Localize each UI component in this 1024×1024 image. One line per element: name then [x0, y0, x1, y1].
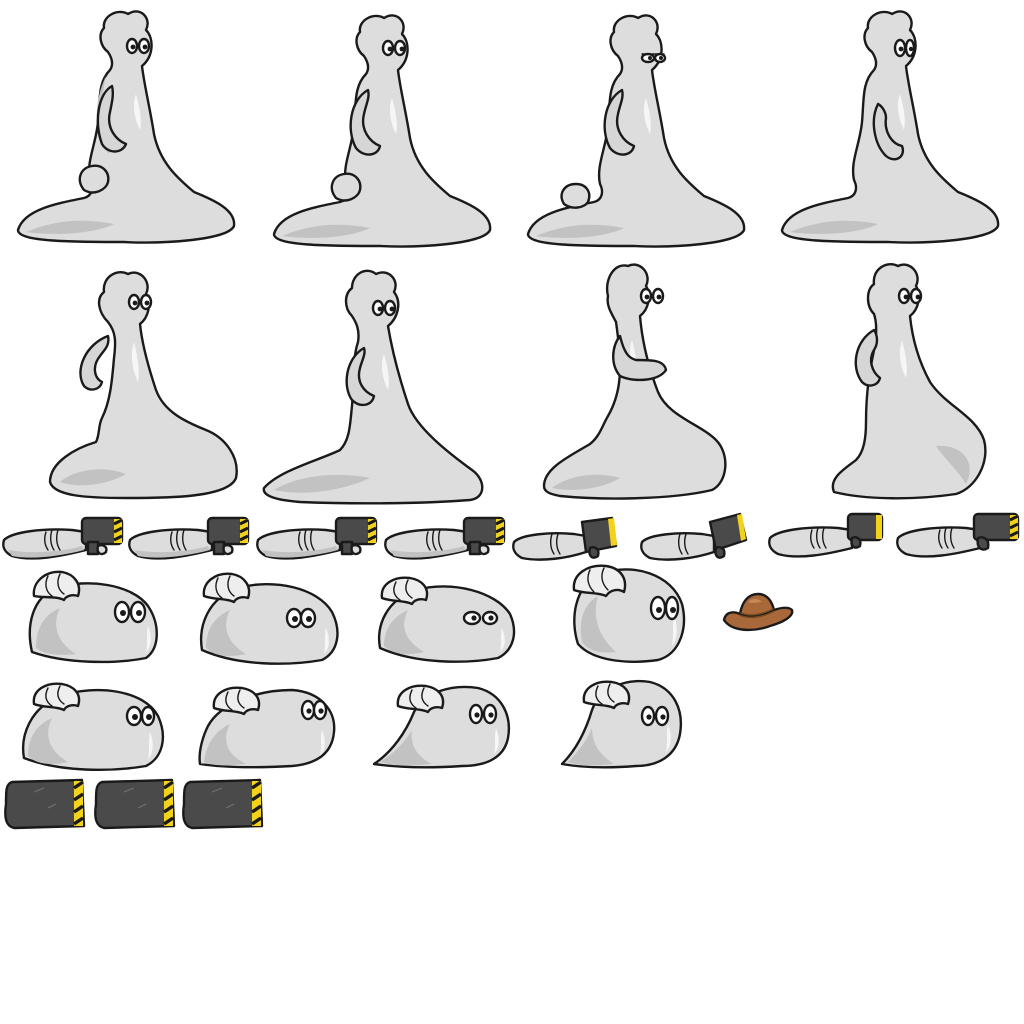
cowboy-hat-icon [722, 592, 794, 632]
blob-slime-frame [198, 570, 344, 666]
blob-slime-frame [570, 564, 688, 664]
standing-slime-frame [260, 264, 490, 505]
arm-cannon-frame [896, 508, 1022, 562]
standing-slime-icon [262, 269, 484, 505]
standing-slime-icon [780, 10, 1000, 244]
blob-slime-lean-frame [560, 678, 684, 770]
cannon-barrel-frame [182, 778, 266, 830]
cannon-barrel-icon [182, 778, 264, 830]
arm-cannon-icon [128, 516, 250, 560]
arm-cannon-frame [2, 510, 126, 562]
arm-cannon-icon [640, 512, 748, 561]
arm-cannon-icon [256, 516, 378, 560]
cannon-barrel-frame [4, 778, 88, 830]
standing-slime-frame [46, 262, 246, 502]
blob-slime-lean-frame [196, 684, 340, 770]
standing-slime-frame [524, 8, 749, 253]
arm-cannon-icon [384, 516, 506, 560]
standing-slime-frame [540, 256, 735, 502]
standing-slime-frame [826, 256, 991, 502]
arm-cannon-frame [256, 510, 380, 562]
blob-slime-lean-frame [372, 682, 514, 770]
blob-slime-icon [572, 564, 686, 663]
blob-slime-icon [378, 576, 516, 663]
arm-cannon-frame [128, 510, 252, 562]
blob-slime-icon [198, 686, 336, 769]
blob-slime-icon [22, 682, 165, 771]
blob-slime-lean-frame [20, 680, 168, 772]
blob-slime-frame [26, 566, 162, 664]
standing-slime-icon [272, 14, 492, 248]
standing-slime-icon [16, 10, 236, 244]
arm-cannon-frame [640, 508, 750, 564]
arm-cannon-frame [768, 508, 888, 562]
arm-cannon-icon [768, 512, 884, 558]
arm-cannon-frame [512, 508, 622, 564]
cannon-barrel-frame [94, 778, 178, 830]
standing-slime-frame [270, 8, 495, 253]
standing-slime-icon [526, 14, 746, 248]
blob-slime-icon [28, 570, 158, 664]
cannon-barrel-icon [94, 778, 176, 830]
arm-cannon-icon [512, 516, 618, 561]
blob-slime-frame [376, 574, 520, 664]
standing-slime-icon [831, 263, 987, 500]
standing-slime-frame [14, 4, 239, 249]
standing-slime-icon [48, 271, 238, 500]
arm-cannon-icon [896, 512, 1020, 558]
standing-slime-frame [778, 4, 1003, 249]
blob-slime-icon [560, 679, 683, 769]
cowboy-hat-item [722, 590, 796, 634]
arm-cannon-icon [2, 516, 124, 560]
cannon-barrel-icon [4, 778, 86, 830]
blob-slime-icon [372, 684, 511, 769]
arm-cannon-frame [384, 510, 508, 562]
blob-slime-icon [200, 572, 339, 665]
standing-slime-icon [542, 263, 727, 500]
